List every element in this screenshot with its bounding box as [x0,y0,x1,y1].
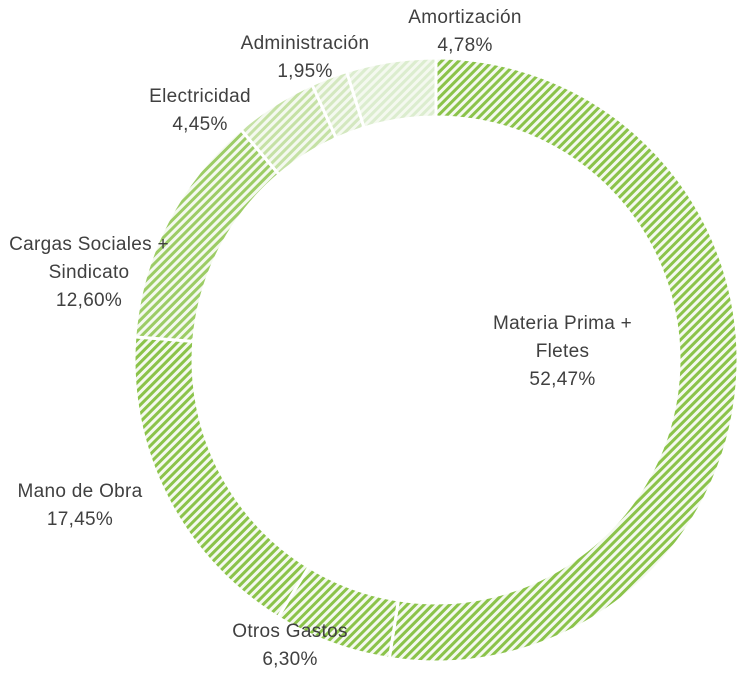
data-label: Administración 1,95% [210,30,400,86]
value-label: 6,30% [262,649,318,670]
category-label: Otros Gastos [232,621,348,642]
data-label: Mano de Obra 17,45% [0,478,160,534]
donut-segment [132,335,311,620]
category-label: Cargas Sociales + Sindicato [9,234,169,283]
value-label: 4,45% [172,114,228,135]
data-label: Cargas Sociales + Sindicato 12,60% [0,231,178,315]
category-label: Amortización [408,7,522,28]
value-label: 12,60% [55,290,123,311]
data-label: Otros Gastos 6,30% [200,618,380,674]
value-label: 1,95% [277,61,333,82]
category-label: Mano de Obra [17,481,143,502]
category-label: Administración [240,33,370,54]
value-label: 4,78% [437,35,493,56]
donut-segment [387,56,740,664]
value-label: 52,47% [529,369,596,390]
data-label: Amortización 4,78% [360,4,570,60]
data-label: Electricidad 4,45% [130,83,270,139]
category-label: Electricidad [149,86,251,107]
donut-segment [344,56,438,130]
category-label: Materia Prima + Fletes [492,313,633,362]
data-label: Materia Prima + Fletes 52,47% [480,310,645,394]
value-label: 17,45% [46,509,114,530]
